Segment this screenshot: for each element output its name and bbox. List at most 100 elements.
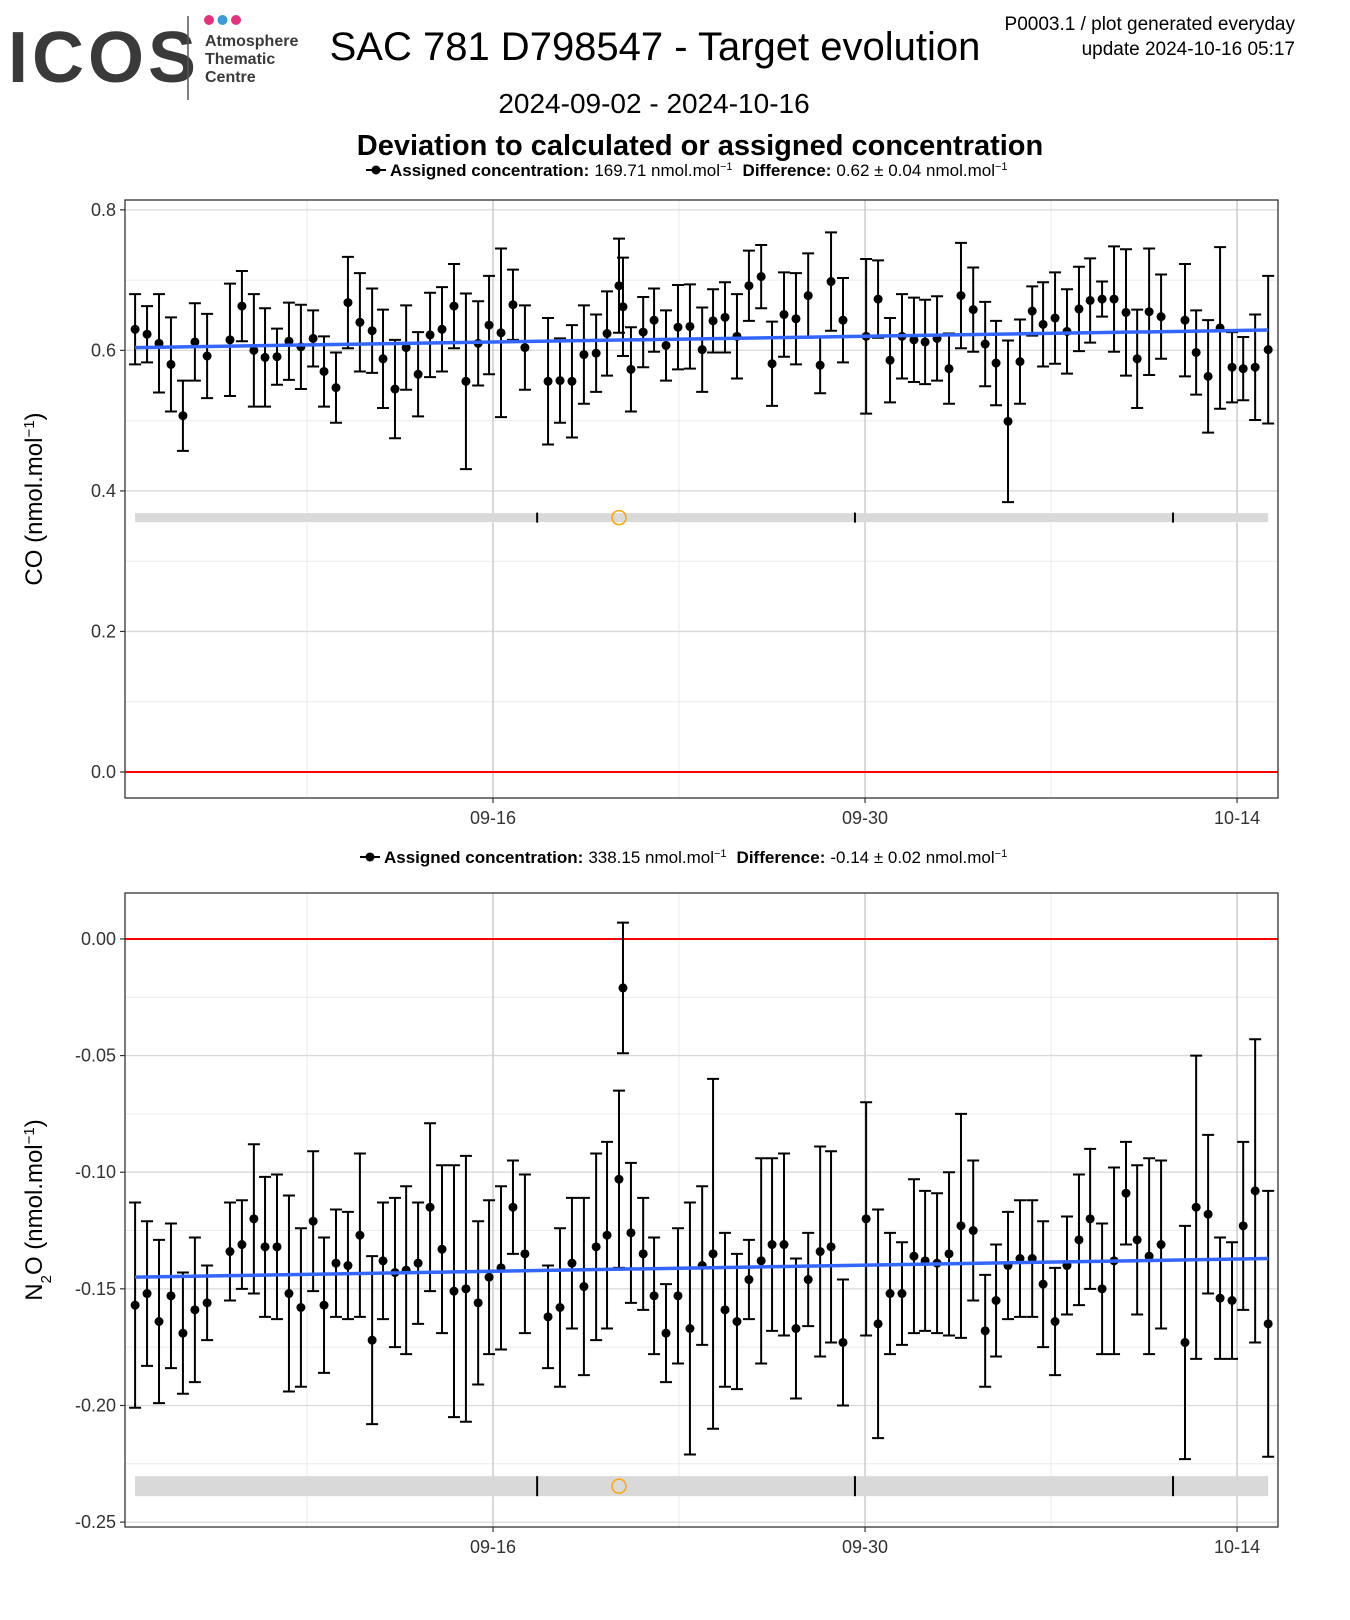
point: [449, 301, 459, 311]
point: [202, 351, 212, 361]
point: [638, 327, 648, 337]
y-tick-label: -0.10: [75, 1162, 116, 1182]
point: [413, 1258, 423, 1268]
point: [1015, 1254, 1025, 1264]
legend-point: [371, 165, 381, 175]
point: [1263, 345, 1273, 355]
title: SAC 781 D798547 - Target evolution: [330, 25, 981, 69]
point: [873, 294, 883, 304]
timeline-marker: [611, 1478, 627, 1494]
point: [614, 1174, 624, 1184]
y-tick-label: 0.8: [91, 200, 116, 220]
point: [767, 359, 777, 369]
point: [461, 376, 471, 386]
point: [1203, 371, 1213, 381]
y-tick-label: 0.0: [91, 762, 116, 782]
logo: ICOS: [8, 18, 200, 98]
point: [249, 1214, 259, 1224]
legend-part: 169.71 nmol.mol: [594, 161, 720, 180]
y-tick-label: -0.05: [75, 1046, 116, 1066]
legend-part: −1: [995, 848, 1008, 860]
point: [618, 302, 628, 312]
point: [378, 354, 388, 364]
y-tick-label: 0.4: [91, 481, 116, 501]
legend-part: −1: [714, 848, 727, 860]
point: [1156, 312, 1166, 322]
point: [638, 1249, 648, 1259]
point: [437, 1244, 447, 1254]
point: [284, 1289, 294, 1299]
point: [968, 305, 978, 315]
y-tick-label: -0.25: [75, 1512, 116, 1532]
point: [673, 1291, 683, 1301]
logo-line: Thematic: [205, 51, 275, 68]
point: [567, 1258, 577, 1268]
y-axis-label-part: O (nmol.mol: [21, 1144, 48, 1275]
point: [237, 301, 247, 311]
logo-line: Centre: [205, 69, 256, 86]
point: [815, 1247, 825, 1257]
logo-line: Atmosphere: [205, 33, 298, 50]
point: [991, 358, 1001, 368]
y-tick-label: -0.15: [75, 1279, 116, 1299]
point: [1215, 1293, 1225, 1303]
point: [618, 983, 628, 993]
point: [944, 364, 954, 374]
point: [331, 1258, 341, 1268]
point: [779, 1240, 789, 1250]
point: [367, 326, 377, 336]
point: [579, 350, 589, 360]
point: [1180, 315, 1190, 325]
note: P0003.1 / plot generated everyday: [1005, 14, 1296, 35]
legend-part: -0.14 ± 0.02 nmol.mol: [830, 848, 994, 867]
y-tick-label: -0.20: [75, 1395, 116, 1415]
legend-text: Assigned concentration: 169.71 nmol.mol−1…: [390, 161, 1008, 180]
point: [425, 330, 435, 340]
point: [1191, 347, 1201, 357]
point: [1132, 1235, 1142, 1245]
point: [649, 1291, 659, 1301]
point: [697, 345, 707, 355]
point: [1121, 1188, 1131, 1198]
point: [178, 411, 188, 421]
point: [484, 1272, 494, 1282]
point: [272, 1242, 282, 1252]
point: [897, 1289, 907, 1299]
point: [944, 1249, 954, 1259]
point: [425, 1202, 435, 1212]
point: [956, 1221, 966, 1231]
point: [260, 352, 270, 362]
point: [308, 1216, 318, 1226]
legend-part: Difference:: [743, 161, 832, 180]
x-tick-label: 09-30: [842, 1537, 888, 1557]
point: [496, 328, 506, 338]
point: [166, 1291, 176, 1301]
point: [260, 1242, 270, 1252]
point: [484, 320, 494, 330]
y-axis-label-part: 2: [38, 1275, 55, 1283]
point: [1085, 295, 1095, 305]
point: [591, 1242, 601, 1252]
point: [1097, 294, 1107, 304]
point: [1144, 1251, 1154, 1261]
point: [803, 1275, 813, 1285]
point: [626, 364, 636, 374]
point: [767, 1240, 777, 1250]
point: [1132, 354, 1142, 364]
point: [1121, 307, 1131, 317]
point: [673, 322, 683, 332]
point: [614, 281, 624, 291]
point: [225, 335, 235, 345]
point: [1238, 364, 1248, 374]
x-tick-label: 10-14: [1214, 1537, 1260, 1557]
logo-dot: [231, 15, 241, 25]
point: [142, 1289, 152, 1299]
point: [720, 312, 730, 322]
point: [838, 1337, 848, 1347]
point: [602, 329, 612, 339]
point: [355, 317, 365, 327]
point: [685, 1323, 695, 1333]
point: [449, 1286, 459, 1296]
legend-part: 338.15 nmol.mol: [588, 848, 714, 867]
